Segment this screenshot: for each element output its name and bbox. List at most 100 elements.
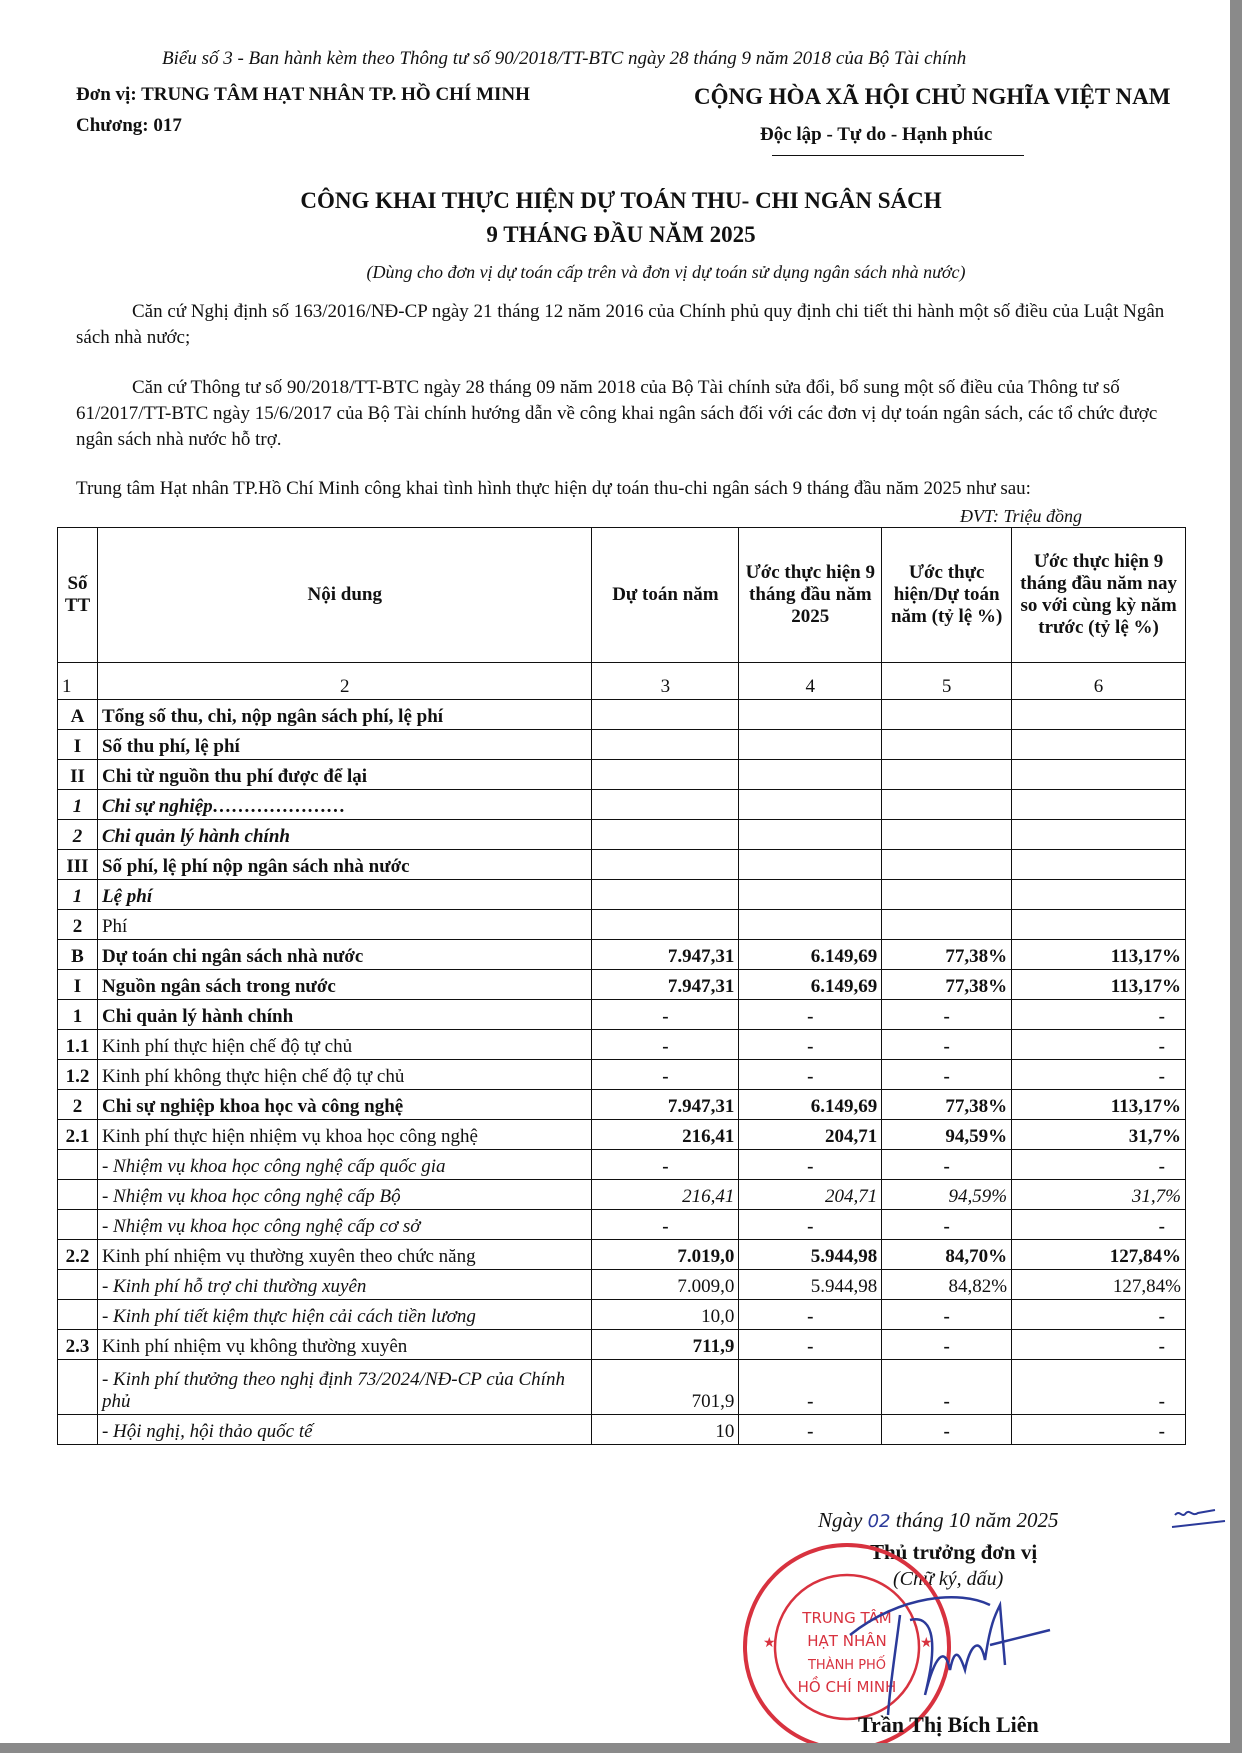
table-row: - Nhiệm vụ khoa học công nghệ cấp cơ sở -… [57, 1209, 1186, 1240]
row-stt: 1.2 [57, 1059, 98, 1090]
col-number: 3 [591, 662, 740, 700]
cell-yoy-ratio: - [1011, 1299, 1186, 1330]
initials-mark [1171, 1509, 1226, 1528]
cell-annual-estimate [591, 729, 740, 760]
cell-yoy-ratio [1011, 699, 1186, 730]
row-label: Tổng số thu, chi, nộp ngân sách phí, lệ … [96, 699, 593, 730]
cell-ratio [881, 879, 1013, 910]
cell-ratio [881, 819, 1013, 850]
date-prefix: Ngày [818, 1508, 863, 1532]
signer-name: Trần Thị Bích Liên [858, 1712, 1039, 1737]
paragraph-2: Căn cứ Thông tư số 90/2018/TT-BTC ngày 2… [76, 377, 1158, 450]
star-icon: ★ [763, 1636, 776, 1651]
cell-ratio: 77,38% [881, 969, 1013, 1000]
column-number-row: 1 2 3 4 5 6 [57, 662, 1186, 700]
cell-annual-estimate [591, 699, 740, 730]
cell-yoy-ratio [1011, 849, 1186, 880]
cell-yoy-ratio: - [1011, 1329, 1186, 1360]
cell-annual-estimate: - [591, 999, 740, 1030]
col-number: 5 [881, 662, 1013, 700]
cell-yoy-ratio [1011, 879, 1186, 910]
cell-ratio [881, 789, 1013, 820]
row-stt [57, 1209, 98, 1240]
sign-date: Ngày 02 tháng 10 năm 2025 [818, 1508, 1058, 1533]
cell-ratio [881, 729, 1013, 760]
table-header-row: Số TT Nội dung Dự toán năm Ước thực hiện… [57, 527, 1186, 663]
cell-estimate-9m [738, 849, 883, 880]
row-label: Lệ phí [96, 879, 593, 910]
table-row: 1 Chi sự nghiệp………………… [57, 789, 1186, 820]
scan-edge [1230, 0, 1242, 1753]
cell-ratio: - [881, 1209, 1013, 1240]
cell-estimate-9m [738, 879, 883, 910]
cell-ratio: - [881, 1149, 1013, 1180]
col-number: 1 [57, 662, 98, 700]
table-row: 2.1 Kinh phí thực hiện nhiệm vụ khoa học … [57, 1119, 1186, 1150]
cell-annual-estimate: 7.947,31 [591, 939, 740, 970]
table-row: - Hội nghị, hội thảo quốc tế 10- - - [57, 1414, 1186, 1445]
cell-yoy-ratio [1011, 729, 1186, 760]
row-label: Kinh phí thực hiện chế độ tự chủ [96, 1029, 593, 1060]
cell-estimate-9m: - [738, 1414, 883, 1445]
row-label: - Hội nghị, hội thảo quốc tế [96, 1414, 593, 1445]
scan-edge [0, 1743, 1242, 1753]
table-row: - Nhiệm vụ khoa học công nghệ cấp Bộ 216,… [57, 1179, 1186, 1210]
doc-title-line2: 9 THÁNG ĐẦU NĂM 2025 [486, 222, 756, 247]
cell-estimate-9m: - [738, 1329, 883, 1360]
cell-ratio: - [881, 999, 1013, 1030]
cell-yoy-ratio: - [1011, 1149, 1186, 1180]
row-label: Chi quản lý hành chính [96, 819, 593, 850]
col-number: 6 [1011, 662, 1186, 700]
cell-yoy-ratio: 127,84% [1011, 1239, 1186, 1270]
cell-yoy-ratio: - [1011, 999, 1186, 1030]
table-row: - Kinh phí hỗ trợ chi thường xuyên 7.009,… [57, 1269, 1186, 1300]
cell-annual-estimate: 7.019,0 [591, 1239, 740, 1270]
cell-yoy-ratio [1011, 819, 1186, 850]
sign-note: (Chữ ký, dấu) [893, 1568, 1004, 1590]
row-stt: A [57, 699, 98, 730]
row-stt: 2 [57, 909, 98, 940]
unit-name: Đơn vị: TRUNG TÂM HẠT NHÂN TP. HỒ CHÍ MI… [76, 84, 530, 105]
table-row: 1 Chi quản lý hành chính - - - - [57, 999, 1186, 1030]
cell-annual-estimate: - [591, 1209, 740, 1240]
stamp-line: HỒ CHÍ MINH [798, 1675, 897, 1696]
table-row: A Tổng số thu, chi, nộp ngân sách phí, lệ… [57, 699, 1186, 730]
cell-ratio: 94,59% [881, 1179, 1013, 1210]
cell-ratio [881, 699, 1013, 730]
row-stt: 2 [57, 819, 98, 850]
cell-ratio: - [881, 1029, 1013, 1060]
paragraph-1: Căn cứ Nghị định số 163/2016/NĐ-CP ngày … [76, 301, 1165, 348]
row-label: Chi quản lý hành chính [96, 999, 593, 1030]
star-icon: ★ [920, 1636, 933, 1651]
cell-ratio: 84,70% [881, 1239, 1013, 1270]
budget-table: Số TT Nội dung Dự toán năm Ước thực hiện… [57, 527, 1186, 1445]
row-label: Số phí, lệ phí nộp ngân sách nhà nước [96, 849, 593, 880]
cell-ratio: - [881, 1329, 1013, 1360]
cell-annual-estimate: 10,0 [591, 1299, 740, 1330]
row-stt: 1 [57, 879, 98, 910]
row-stt: II [57, 759, 98, 790]
table-row: 2.2 Kinh phí nhiệm vụ thường xuyên theo c… [57, 1239, 1186, 1270]
cell-annual-estimate: 216,41 [591, 1179, 740, 1210]
table-row: 1.1 Kinh phí thực hiện chế độ tự chủ - - - - [57, 1029, 1186, 1060]
cell-estimate-9m [738, 729, 883, 760]
cell-ratio: - [881, 1299, 1013, 1330]
row-stt [57, 1414, 98, 1445]
cell-estimate-9m [738, 699, 883, 730]
header-yoy-ratio: Ước thực hiện 9 tháng đầu năm nay so với… [1011, 527, 1186, 663]
cell-estimate-9m: - [738, 1359, 883, 1415]
official-stamp: TRUNG TÂM HẠT NHÂN THÀNH PHỐ HỒ CHÍ MINH… [743, 1543, 951, 1751]
row-stt: I [57, 729, 98, 760]
cell-estimate-9m: 204,71 [738, 1119, 883, 1150]
cell-annual-estimate: - [591, 1029, 740, 1060]
unit-note: ĐVT: Triệu đồng [960, 506, 1083, 526]
cell-yoy-ratio: 31,7% [1011, 1179, 1186, 1210]
row-label: Phí [96, 909, 593, 940]
header-content: Nội dung [96, 527, 593, 663]
row-label: Kinh phí không thực hiện chế độ tự chủ [96, 1059, 593, 1090]
cell-ratio: - [881, 1059, 1013, 1090]
cell-ratio [881, 759, 1013, 790]
table-row: II Chi từ nguồn thu phí được để lại [57, 759, 1186, 790]
cell-estimate-9m: - [738, 1149, 883, 1180]
table-row: - Nhiệm vụ khoa học công nghệ cấp quốc g… [57, 1149, 1186, 1180]
